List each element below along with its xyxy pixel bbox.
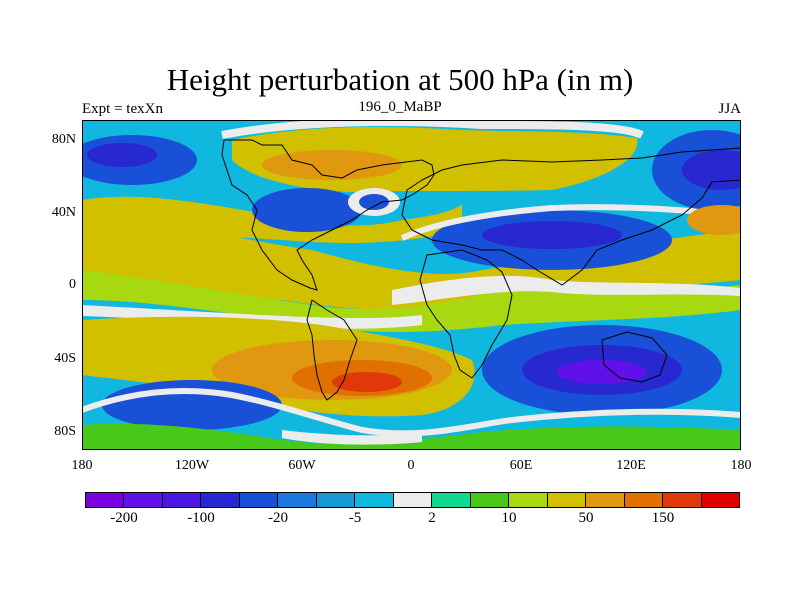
colorbar-swatch-16 [701,493,739,507]
equator-green-band [82,270,741,332]
y-tick-label: 40N [51,205,76,220]
colorbar [85,492,740,508]
plot-title: Height perturbation at 500 hPa (in m) [166,62,634,97]
y-tick-label: 80N [51,132,76,147]
colorbar-swatch-6 [316,493,356,507]
northatlantic-blue-low [252,188,362,232]
antarctic-white [282,430,422,445]
colorbar-swatch-4 [239,493,279,507]
colorbar-label: -20 [268,510,288,526]
north-white-contour [221,120,644,139]
colorbar-swatch-10 [470,493,510,507]
x-tick-label: 60W [288,458,316,473]
colorbar-label: 10 [501,510,517,526]
australia-outline [601,331,668,383]
eurasia-outline [401,147,741,286]
northeast-dark-core [682,150,741,190]
colorbar-swatch-15 [663,493,702,507]
x-tick-label: 180 [71,458,93,473]
x-tick-label: 0 [407,458,415,473]
colorbar-label: -5 [348,510,362,526]
colorbar-swatch-11 [509,493,548,507]
colorbar-swatch-2 [162,493,202,507]
x-tick-label: 60E [509,458,533,473]
south-america-outline [306,299,358,401]
northwest-dark-core [87,143,157,167]
x-tick-label: 120W [174,458,210,473]
colorbar-swatch-9 [432,493,471,507]
colorbar-swatch-7 [355,493,394,507]
season-label: JJA [718,101,741,117]
grey-band-south [82,305,422,329]
southpac-blue-low [102,380,282,430]
x-tick-label: 180 [730,458,752,473]
east-orange-cell [687,205,741,235]
colorbar-swatch-1 [124,493,163,507]
south-red-core [332,372,402,392]
north-america-outline [221,139,435,291]
y-tick-label: 40S [54,351,76,366]
africa-outline [419,249,513,379]
x-tick-label: 120E [616,458,646,473]
southindian-purple-core [557,360,647,384]
experiment-label: Expt = texXn [82,101,163,117]
colorbar-swatch-3 [201,493,240,507]
period-label: 196_0_MaBP [358,99,442,115]
blue-cell [359,194,389,210]
colorbar-swatch-13 [586,493,625,507]
colorbar-swatch-5 [278,493,317,507]
southern-green-band [82,423,741,450]
asia-white-edge [400,204,741,241]
colorbar-swatch-12 [547,493,587,507]
colorbar-label: 150 [651,510,675,526]
colorbar-label: 2 [428,510,436,526]
colorbar-swatch-14 [624,493,664,507]
north-orange-core [262,150,402,180]
colorbar-swatch-0 [86,493,125,507]
colorbar-label: -100 [187,510,215,526]
colorbar-swatch-8 [393,493,433,507]
height-perturbation-map [82,120,741,450]
grey-band-north [392,275,741,305]
asia-dark-core [482,221,622,249]
colorbar-label: 50 [578,510,594,526]
colorbar-label: -200 [110,510,138,526]
y-tick-label: 0 [69,277,76,292]
y-tick-label: 80S [54,424,76,439]
south-white-contour [82,388,741,437]
map-frame [82,120,741,450]
